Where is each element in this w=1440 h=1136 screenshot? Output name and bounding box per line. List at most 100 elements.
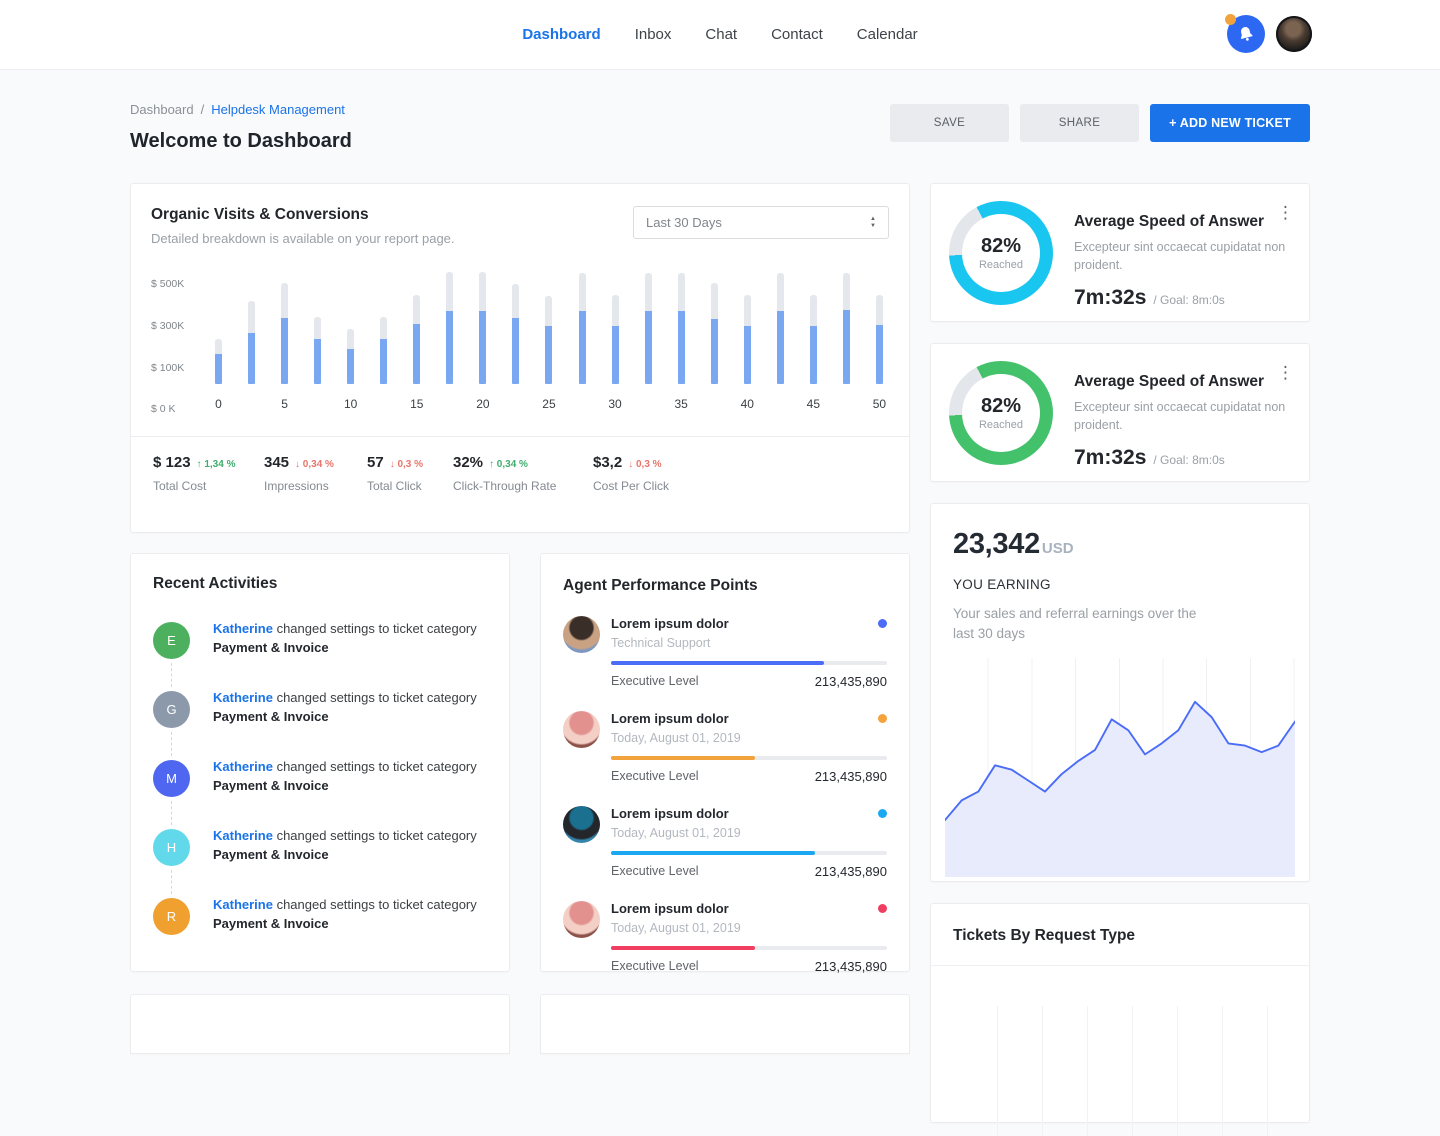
agent-name: Lorem ipsum dolor — [611, 901, 729, 916]
kebab-menu-icon[interactable]: ⋮ — [1277, 203, 1294, 222]
activity-actor-link[interactable]: Katherine — [213, 621, 273, 636]
nav-item-dashboard[interactable]: Dashboard — [522, 26, 601, 43]
bar-group[interactable] — [413, 272, 421, 384]
activity-target: Payment & Invoice — [213, 708, 329, 724]
avatar-photo — [563, 616, 600, 653]
activity-description: changed settings to ticket category — [272, 621, 477, 636]
bar-filled-segment — [776, 310, 784, 384]
timeline-connector — [171, 732, 172, 756]
agent-name: Lorem ipsum dolor — [611, 711, 729, 726]
bar-group[interactable] — [545, 272, 553, 384]
tickets-chart-area — [953, 1006, 1287, 1136]
x-axis-slot: 0 — [215, 397, 222, 411]
x-axis-slot — [314, 397, 321, 411]
save-button[interactable]: SAVE — [890, 104, 1009, 142]
stat-delta-value: 0,3 % — [394, 459, 424, 470]
speed-goal-value: / Goal: 8m:0s — [1153, 453, 1225, 467]
avatar: G — [153, 691, 190, 728]
bar-group[interactable] — [842, 272, 850, 384]
earnings-label: YOU EARNING — [953, 577, 1051, 592]
bar-group[interactable] — [281, 272, 289, 384]
x-axis-slot: 5 — [281, 397, 288, 411]
bar-filled-segment — [611, 325, 619, 384]
agent-points-value: 213,435,890 — [814, 674, 887, 689]
stat-cell: 32% ↑ 0,34 % Click-Through Rate — [453, 454, 593, 493]
nav-item-inbox[interactable]: Inbox — [634, 26, 672, 43]
activity-actor-link[interactable]: Katherine — [213, 897, 273, 912]
bar-group[interactable] — [380, 272, 388, 384]
activity-avatar-column: M — [153, 751, 190, 825]
bar-group[interactable] — [776, 272, 784, 384]
x-axis-slot: 25 — [542, 397, 555, 411]
bar-group[interactable] — [248, 272, 256, 384]
agent-subtitle: Technical Support — [611, 636, 711, 650]
nav-item-contact[interactable]: Contact — [771, 26, 823, 43]
activity-avatar-column: R — [153, 889, 190, 958]
activity-item: E Katherine changed settings to ticket ca… — [153, 613, 487, 687]
kebab-menu-icon[interactable]: ⋮ — [1277, 363, 1294, 382]
bar-group[interactable] — [611, 272, 619, 384]
stat-delta-value: 0,3 % — [633, 459, 662, 470]
bar-group[interactable] — [809, 272, 817, 384]
bar-group[interactable] — [314, 272, 322, 384]
x-axis-tick: 20 — [476, 397, 490, 411]
bar-total-segment — [281, 282, 289, 319]
bar-group[interactable] — [512, 272, 520, 384]
earnings-currency: USD — [1041, 540, 1074, 557]
divider — [131, 436, 909, 437]
agent-points-value: 213,435,890 — [814, 769, 887, 784]
stat-label: Total Cost — [153, 479, 207, 493]
bar-filled-segment — [512, 318, 520, 384]
bar-group[interactable] — [479, 272, 487, 384]
x-axis-slot: 30 — [608, 397, 621, 411]
bar-group[interactable] — [578, 272, 586, 384]
partial-card-right — [540, 994, 910, 1054]
stat-delta: ↑ 1,34 % — [197, 459, 236, 470]
nav-item-calendar[interactable]: Calendar — [856, 26, 918, 43]
add-new-ticket-button[interactable]: + ADD NEW TICKET — [1150, 104, 1310, 142]
bar-total-segment — [776, 273, 784, 311]
bar-group[interactable] — [743, 272, 751, 384]
breadcrumb-current[interactable]: Helpdesk Management — [211, 102, 345, 117]
bar-filled-segment — [545, 325, 553, 384]
activity-actor-link[interactable]: Katherine — [213, 759, 273, 774]
bar-filled-segment — [281, 318, 289, 384]
activity-description: changed settings to ticket category — [272, 828, 477, 843]
status-dot-icon — [878, 904, 887, 913]
bar-filled-segment — [446, 310, 454, 384]
x-axis-slot: 10 — [344, 397, 357, 411]
bar-total-segment — [446, 272, 454, 311]
bar-group[interactable] — [215, 272, 222, 384]
stat-value-row: 32% ↑ 0,34 % — [453, 454, 593, 472]
speed-card-description: Excepteur sint occaecat cupidatat non pr… — [1074, 240, 1286, 272]
stat-value-row: $ 123 ↑ 1,34 % — [153, 454, 264, 472]
activity-avatar-column: G — [153, 682, 190, 756]
stat-delta-value: 0,34 % — [300, 459, 334, 470]
stat-value: $3,2 — [593, 454, 623, 471]
bar-group[interactable] — [347, 272, 355, 384]
progress-bar — [611, 851, 887, 855]
activity-text: Katherine changed settings to ticket cat… — [213, 820, 477, 865]
activity-actor-link[interactable]: Katherine — [213, 690, 273, 705]
share-button[interactable]: SHARE — [1020, 104, 1139, 142]
user-avatar[interactable] — [1276, 16, 1312, 52]
y-axis-tick: $ 100K — [151, 362, 185, 374]
breadcrumb: Dashboard / Helpdesk Management — [130, 102, 352, 117]
agent-info: Lorem ipsum dolor Today, August 01, 2019 E… — [611, 901, 887, 974]
breadcrumb-parent[interactable]: Dashboard — [130, 102, 194, 117]
stat-delta: ↑ 0,34 % — [489, 459, 528, 470]
donut-chart: 82% Reached — [949, 201, 1053, 305]
bar-group[interactable] — [446, 272, 454, 384]
bar-filled-segment — [314, 338, 322, 384]
bar-group[interactable] — [677, 272, 685, 384]
notifications-button[interactable] — [1225, 14, 1265, 53]
bar-group[interactable] — [644, 272, 652, 384]
x-axis-tick: 35 — [674, 397, 688, 411]
nav-item-chat[interactable]: Chat — [705, 26, 738, 43]
activity-actor-link[interactable]: Katherine — [213, 828, 273, 843]
bar-group[interactable] — [710, 272, 718, 384]
organic-bar-chart: $ 500K $ 300K $ 100K $ 0 K 0 5 10 15 20 25 30 3… — [151, 272, 889, 420]
agent-performance-title: Agent Performance Points — [563, 577, 758, 594]
period-select[interactable]: Last 30 Days ▲ ▼ — [633, 206, 889, 239]
bar-group[interactable] — [875, 272, 883, 384]
